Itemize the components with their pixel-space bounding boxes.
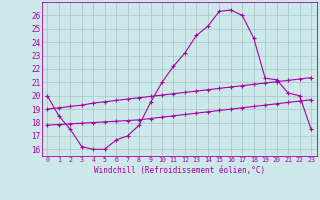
X-axis label: Windchill (Refroidissement éolien,°C): Windchill (Refroidissement éolien,°C) (94, 166, 265, 175)
